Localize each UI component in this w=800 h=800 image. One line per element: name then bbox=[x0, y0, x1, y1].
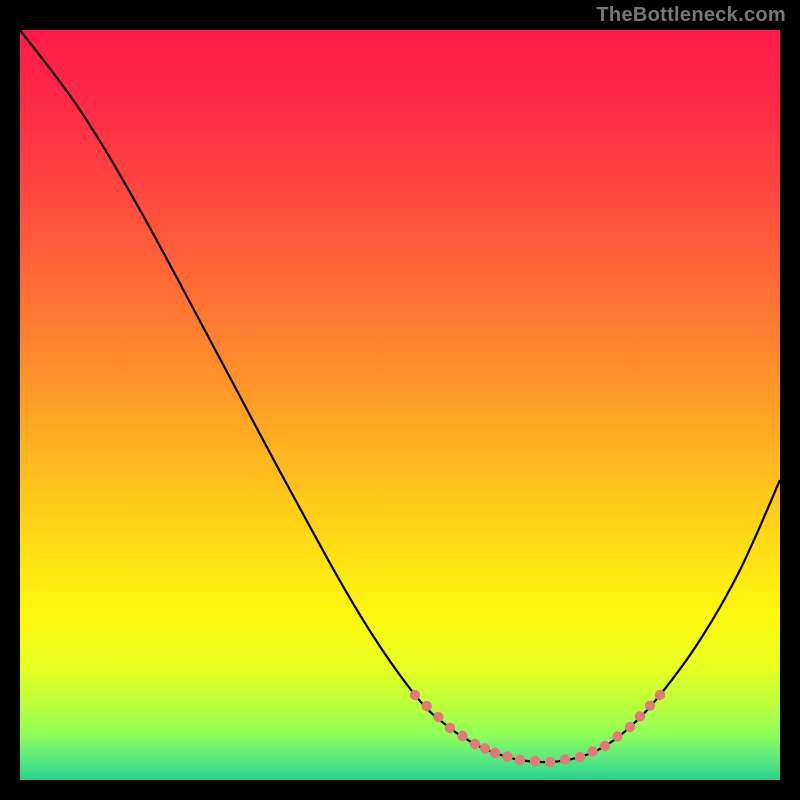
overlay-dot bbox=[490, 748, 500, 758]
overlay-dot bbox=[515, 755, 525, 765]
watermark-text: TheBottleneck.com bbox=[596, 4, 786, 27]
dotted-overlay bbox=[410, 690, 665, 767]
plot-area bbox=[20, 30, 780, 780]
overlay-dot bbox=[655, 690, 665, 700]
overlay-dot bbox=[635, 711, 645, 721]
chart-frame: TheBottleneck.com bbox=[0, 0, 800, 800]
overlay-dot bbox=[587, 746, 597, 756]
overlay-dot bbox=[457, 731, 467, 741]
bottleneck-curve bbox=[20, 30, 780, 762]
overlay-dot bbox=[560, 754, 570, 764]
overlay-dot bbox=[433, 712, 443, 722]
overlay-dot bbox=[625, 722, 635, 732]
overlay-dot bbox=[600, 741, 610, 751]
overlay-dot bbox=[421, 701, 431, 711]
curve-layer bbox=[20, 30, 780, 780]
overlay-dot bbox=[502, 751, 512, 761]
overlay-dot bbox=[445, 723, 455, 733]
overlay-dot bbox=[480, 743, 490, 753]
overlay-dot bbox=[612, 731, 622, 741]
overlay-dot bbox=[410, 690, 420, 700]
overlay-dot bbox=[470, 739, 480, 749]
overlay-dot bbox=[530, 756, 540, 766]
overlay-dot bbox=[575, 752, 585, 762]
overlay-dot bbox=[645, 700, 655, 710]
overlay-dot bbox=[545, 757, 555, 767]
